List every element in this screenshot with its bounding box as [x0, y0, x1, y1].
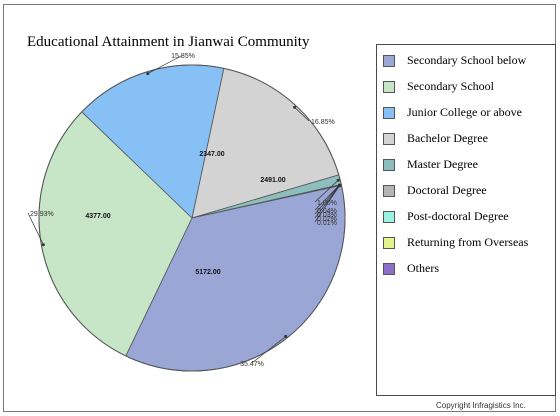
- legend-swatch: [383, 55, 395, 67]
- legend-swatch: [383, 133, 395, 145]
- legend-label: Master Degree: [407, 157, 478, 171]
- legend-swatch: [383, 107, 395, 119]
- leader-line: [314, 185, 340, 215]
- leader-line: [314, 184, 340, 211]
- leader-line: [251, 336, 286, 364]
- percent-label: 16.85%: [311, 119, 335, 126]
- leader-line: [314, 185, 340, 223]
- percent-label: 15.85%: [171, 53, 195, 60]
- legend-swatch: [383, 263, 395, 275]
- percent-label: 35.47%: [240, 361, 264, 368]
- percent-label: 29.93%: [30, 211, 54, 218]
- leader-dot: [336, 178, 340, 182]
- percent-label: 1.00%: [317, 200, 337, 207]
- leader-line: [147, 54, 184, 74]
- copyright-text: Copyright Infragistics Inc.: [436, 401, 526, 410]
- value-label: 2347.00: [199, 151, 224, 158]
- legend-label: Post-doctoral Degree: [407, 209, 509, 223]
- leader-dot: [284, 334, 288, 338]
- leader-line: [294, 106, 310, 122]
- percent-label: 0.03%: [317, 212, 337, 219]
- leader-dot: [146, 72, 150, 76]
- leader-line: [314, 185, 340, 219]
- leader-dot: [293, 105, 297, 109]
- leader-dot: [41, 243, 45, 247]
- value-label: 2491.00: [260, 177, 285, 184]
- percent-label: 0.02%: [317, 216, 337, 223]
- chart-title: Educational Attainment in Jianwai Commun…: [27, 34, 310, 50]
- legend: Secondary School below Secondary School Ju…: [376, 44, 556, 396]
- legend-label: Doctoral Degree: [407, 183, 487, 197]
- leader-dot: [338, 184, 341, 188]
- legend-label: Returning from Overseas: [407, 235, 529, 249]
- legend-swatch: [383, 185, 395, 197]
- legend-label: Secondary School below: [407, 53, 527, 67]
- legend-label: Bachelor Degree: [407, 131, 488, 145]
- legend-label: Junior College or above: [407, 105, 522, 119]
- leader-line: [314, 179, 339, 203]
- legend-label: Secondary School: [407, 79, 494, 93]
- value-label: 4377.00: [85, 213, 110, 220]
- percent-label: 0.04%: [317, 208, 337, 215]
- pie-rim: [38, 64, 346, 372]
- leader-line: [27, 212, 44, 245]
- value-label: 5172.00: [195, 269, 220, 276]
- legend-swatch: [383, 81, 395, 93]
- legend-swatch: [383, 237, 395, 249]
- percent-label: 0.01%: [317, 220, 337, 227]
- legend-label: Others: [407, 261, 439, 275]
- legend-swatch: [383, 159, 395, 171]
- legend-swatch: [383, 211, 395, 223]
